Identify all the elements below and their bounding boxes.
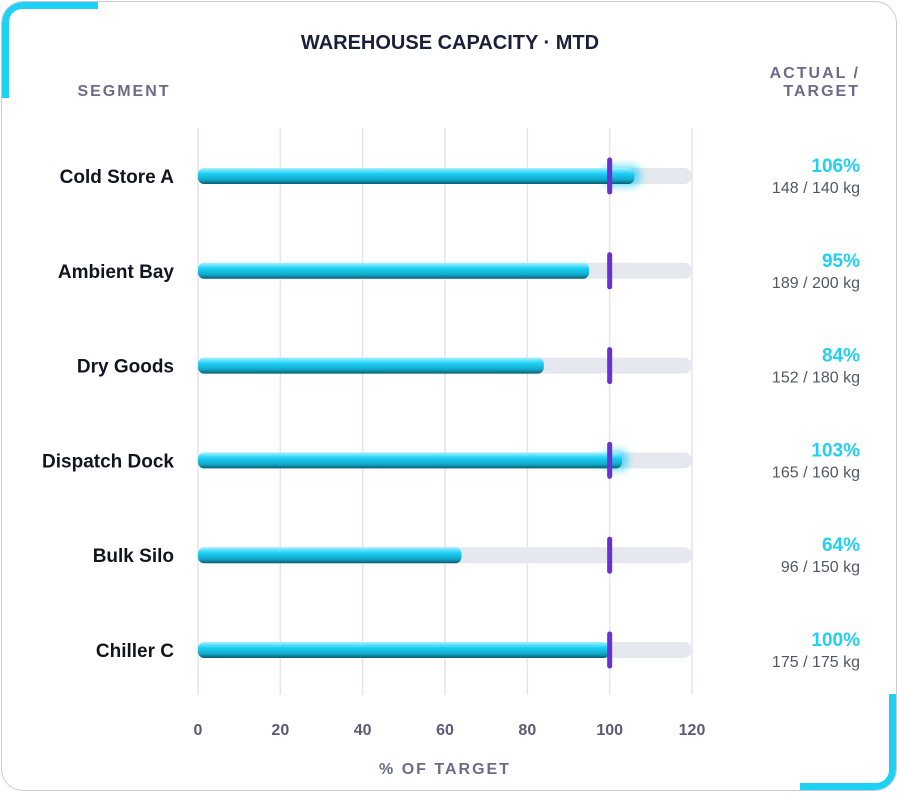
- corner-accent-top-left: [2, 2, 98, 98]
- segment-header: SEGMENT: [77, 83, 170, 100]
- corner-accent-bottom-right: [800, 694, 896, 790]
- bar-row: Dry Goods 84% 152 / 180 kg: [77, 346, 860, 387]
- bar: [198, 452, 623, 469]
- bar: [198, 262, 590, 279]
- chart-title: WAREHOUSE CAPACITY · MTD: [301, 32, 599, 54]
- x-axis-ticks: 0 20 40 60 80 100 120: [194, 722, 706, 739]
- detail-label: 96 / 150 kg: [781, 559, 860, 576]
- category-label: Bulk Silo: [93, 546, 174, 567]
- gridlines: [197, 128, 693, 695]
- value-label: 106%: [811, 156, 860, 177]
- bar-row: Ambient Bay 95% 189 / 200 kg: [58, 251, 860, 292]
- x-tick-label: 40: [354, 722, 372, 739]
- category-label: Dispatch Dock: [42, 451, 174, 472]
- x-tick-label: 20: [271, 722, 289, 739]
- detail-label: 165 / 160 kg: [772, 464, 860, 481]
- x-tick-label: 0: [194, 722, 203, 739]
- bar-row: Cold Store A 106% 148 / 140 kg: [60, 156, 860, 197]
- detail-label: 148 / 140 kg: [772, 180, 860, 197]
- value-label: 64%: [822, 535, 860, 556]
- bar-row: Dispatch Dock 103% 165 / 160 kg: [42, 440, 860, 481]
- bar-rows: Cold Store A 106% 148 / 140 kg Ambient Bay 9…: [42, 156, 860, 671]
- value-label: 103%: [811, 440, 860, 461]
- actual-header-line-1: ACTUAL /: [770, 65, 860, 82]
- bar-row: Chiller C 100% 175 / 175 kg: [96, 630, 860, 671]
- bar: [198, 168, 635, 184]
- value-label: 84%: [822, 346, 860, 367]
- x-axis-label: % OF TARGET: [379, 761, 511, 778]
- category-label: Chiller C: [96, 641, 174, 662]
- category-label: Cold Store A: [60, 167, 175, 188]
- category-label: Dry Goods: [77, 357, 174, 378]
- bar-row: Bulk Silo 64% 96 / 150 kg: [93, 535, 860, 576]
- x-tick-label: 120: [679, 722, 706, 739]
- category-label: Ambient Bay: [58, 262, 175, 283]
- detail-label: 175 / 175 kg: [772, 654, 860, 671]
- x-tick-label: 80: [518, 722, 536, 739]
- x-tick-label: 60: [436, 722, 454, 739]
- detail-label: 152 / 180 kg: [772, 370, 860, 387]
- value-label: 95%: [822, 251, 860, 272]
- bar: [198, 642, 610, 658]
- bar: [198, 357, 544, 374]
- actual-header-line-2: TARGET: [783, 83, 860, 100]
- detail-label: 189 / 200 kg: [772, 275, 860, 292]
- x-tick-label: 100: [596, 722, 623, 739]
- bar: [198, 547, 462, 564]
- value-label: 100%: [811, 630, 860, 651]
